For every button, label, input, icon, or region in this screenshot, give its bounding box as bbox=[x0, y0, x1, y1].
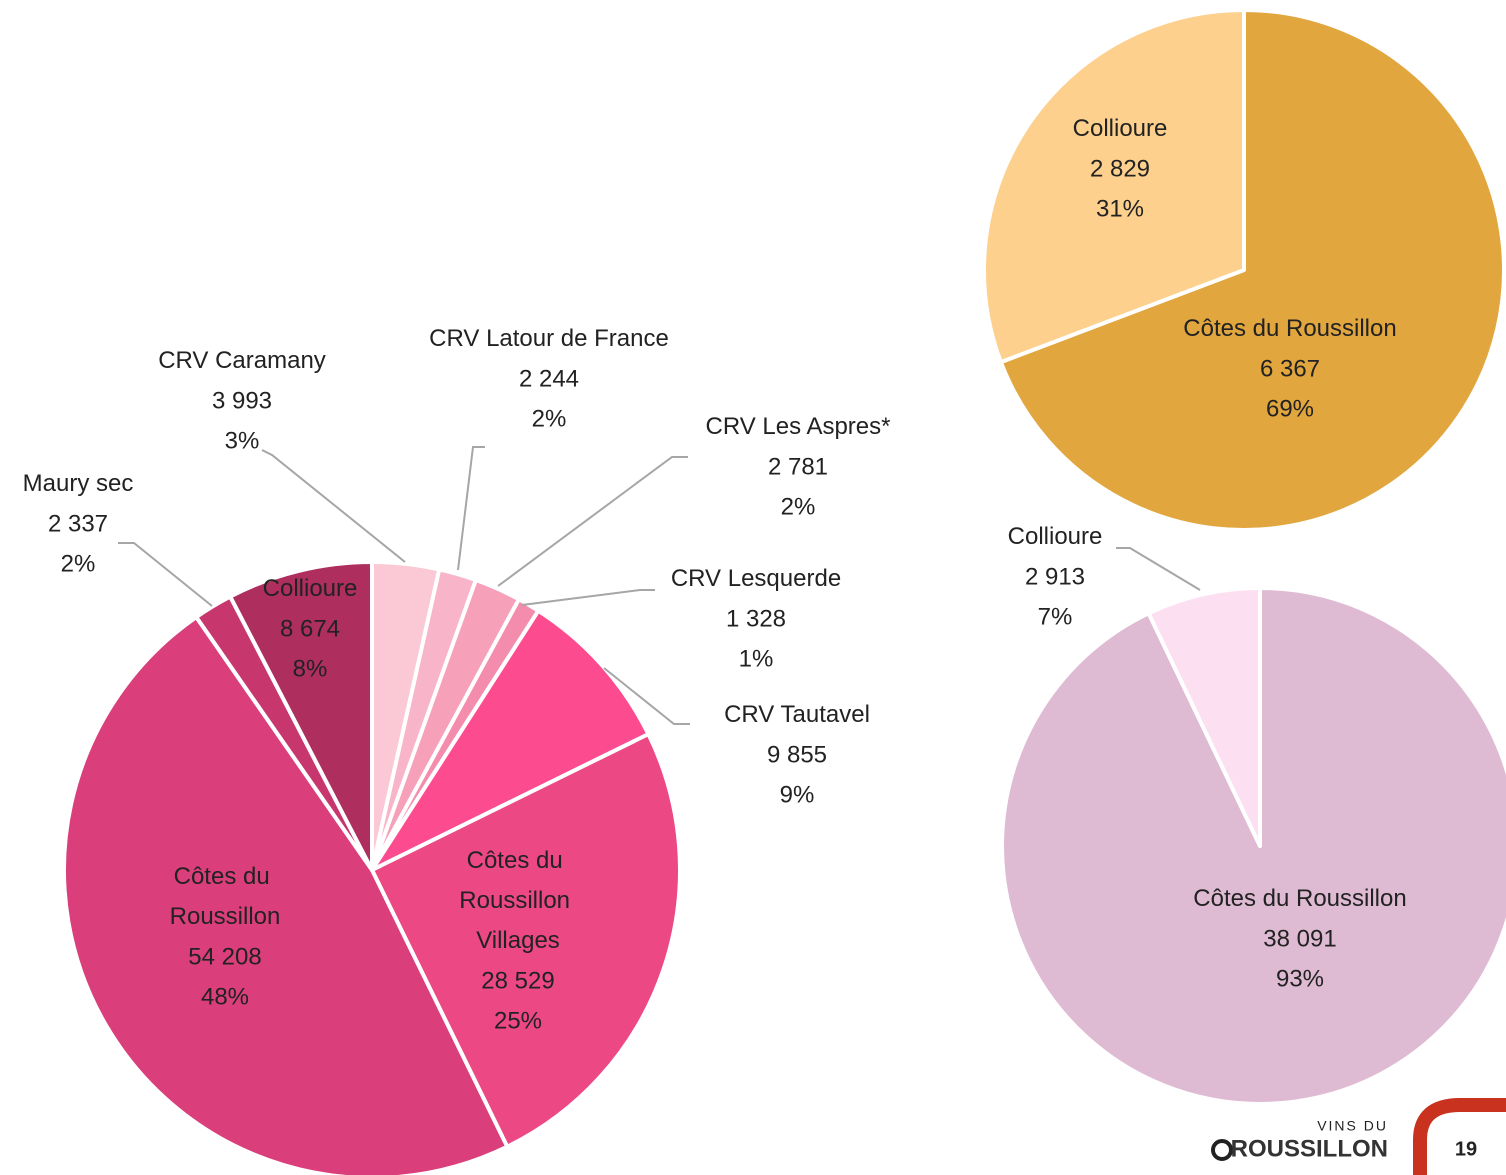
value-label: 2 829 bbox=[1090, 155, 1150, 182]
slice-label: Côtes du Roussillon bbox=[170, 863, 281, 930]
percent-label: 2% bbox=[61, 550, 96, 577]
brand-top: VINS DU bbox=[1317, 1118, 1388, 1134]
page-number: 19 bbox=[1455, 1138, 1477, 1160]
leader-line bbox=[521, 589, 655, 606]
slice-label: CRV Lesquerde bbox=[671, 565, 841, 592]
slice-label: CRV Tautavel bbox=[724, 701, 870, 728]
pie-slice bbox=[982, 8, 1246, 365]
slice-label: Côtes du Roussillon bbox=[1193, 885, 1406, 912]
value-label: 9 855 bbox=[767, 741, 827, 768]
slice-label: CRV Les Aspres* bbox=[706, 413, 891, 440]
percent-label: 93% bbox=[1276, 965, 1324, 992]
slice-label: Collioure bbox=[1073, 115, 1168, 142]
pie-chart: Côtes du Roussillon 38 091 93% Collioure 2 9… bbox=[1000, 523, 1506, 1106]
leader-line bbox=[457, 446, 485, 571]
pie-slice bbox=[62, 615, 510, 1175]
percent-label: 3% bbox=[225, 427, 260, 454]
leader-line bbox=[603, 667, 690, 725]
value-label: 8 674 bbox=[280, 615, 340, 642]
slice-label: Côtes du Roussillon Villages bbox=[459, 847, 576, 954]
slice-label: Maury sec bbox=[23, 470, 134, 497]
pie-slice bbox=[228, 560, 374, 872]
page-badge bbox=[1413, 1098, 1506, 1175]
value-label: 1 328 bbox=[726, 605, 786, 632]
brand-icon bbox=[1211, 1139, 1233, 1161]
slice-label: Collioure bbox=[263, 575, 358, 602]
pie-slice bbox=[998, 8, 1506, 532]
percent-label: 8% bbox=[293, 655, 328, 682]
pie-chart: Côtes du Roussillon 6 367 69% Collioure 2 82… bbox=[982, 8, 1506, 532]
slice-label: CRV Latour de France bbox=[429, 325, 669, 352]
leader-line bbox=[261, 449, 406, 563]
value-label: 3 993 bbox=[212, 387, 272, 414]
leader-line bbox=[118, 542, 213, 607]
slice-label: Collioure bbox=[1008, 523, 1103, 550]
value-label: 54 208 bbox=[188, 943, 261, 970]
pie-slice bbox=[370, 732, 682, 1149]
pie-slice bbox=[370, 608, 651, 872]
percent-label: 9% bbox=[780, 781, 815, 808]
percent-label: 2% bbox=[781, 493, 816, 520]
percent-label: 31% bbox=[1096, 195, 1144, 222]
percent-label: 69% bbox=[1266, 395, 1314, 422]
leader-line bbox=[497, 456, 688, 587]
brand: ROUSSILLON bbox=[1231, 1135, 1388, 1162]
value-label: 38 091 bbox=[1263, 925, 1336, 952]
value-label: 28 529 bbox=[481, 967, 554, 994]
value-label: 6 367 bbox=[1260, 355, 1320, 382]
value-label: 2 913 bbox=[1025, 563, 1085, 590]
leader-line bbox=[1116, 547, 1201, 591]
slice-label: Côtes du Roussillon bbox=[1183, 315, 1396, 342]
value-label: 2 337 bbox=[48, 510, 108, 537]
slice-label: CRV Caramany bbox=[158, 347, 326, 374]
percent-label: 1% bbox=[739, 645, 774, 672]
pie-slice bbox=[1000, 586, 1506, 1106]
logo: VINS DU ROUSSILLON 19 bbox=[1211, 1098, 1506, 1175]
percent-label: 7% bbox=[1038, 603, 1073, 630]
pie-chart: CRV Caramany 3 993 3% CRV Latour de France 2… bbox=[23, 325, 891, 1175]
pie-slice bbox=[1146, 586, 1262, 848]
value-label: 2 244 bbox=[519, 365, 579, 392]
percent-label: 48% bbox=[201, 983, 249, 1010]
percent-label: 2% bbox=[532, 405, 567, 432]
value-label: 2 781 bbox=[768, 453, 828, 480]
percent-label: 25% bbox=[494, 1007, 542, 1034]
